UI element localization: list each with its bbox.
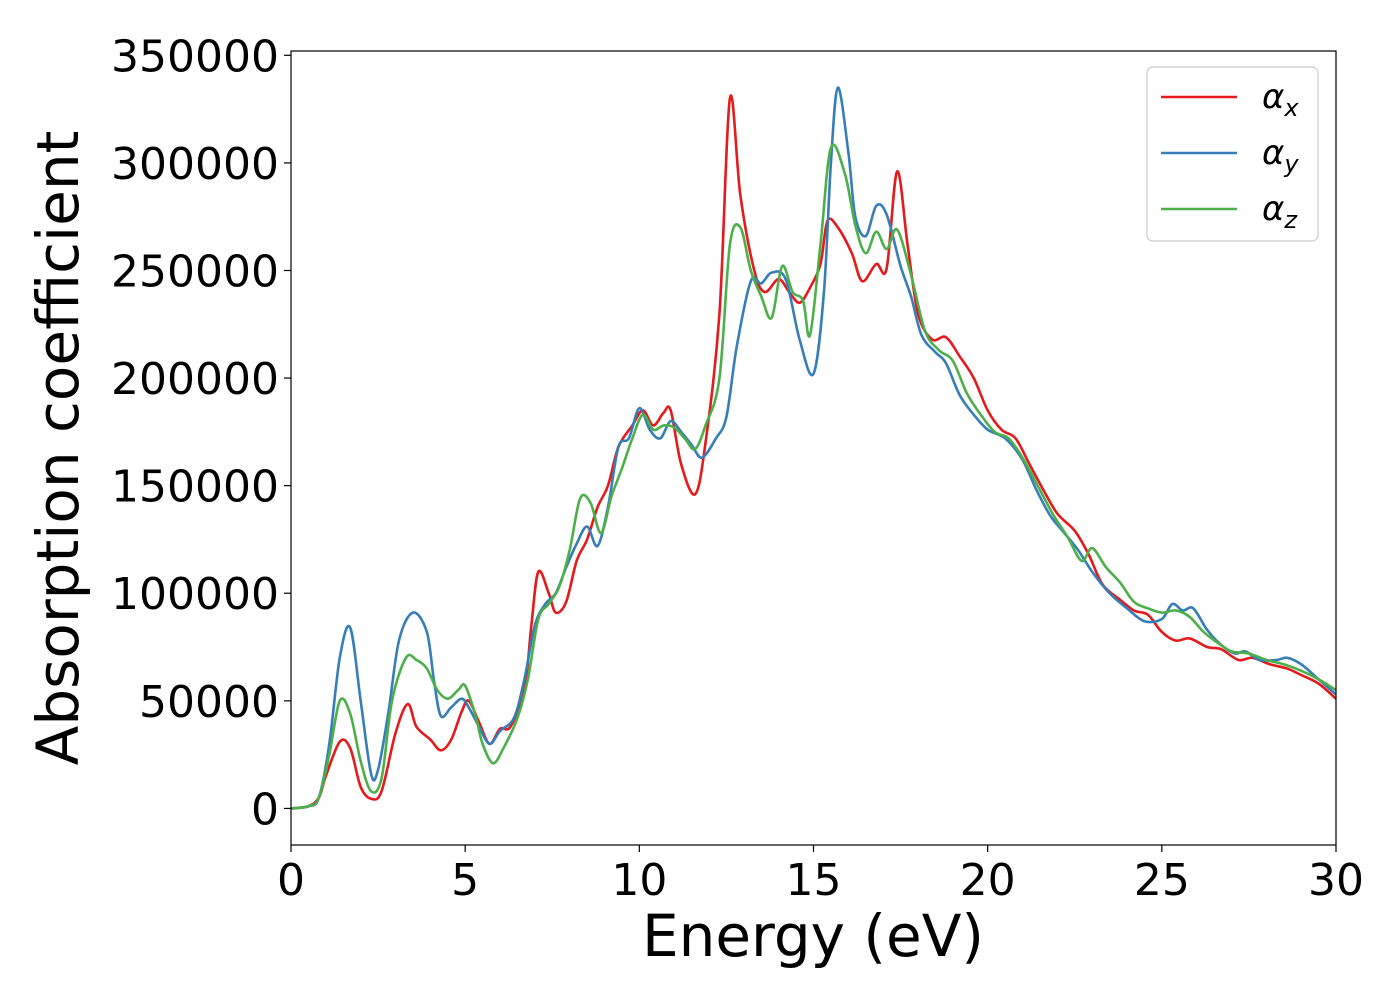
y-tick-label: 0 — [251, 784, 279, 835]
y-axis: 0 50000 100000 150000 200000 250000 300000 3500… — [111, 31, 291, 835]
y-tick-label: 200000 — [111, 354, 279, 405]
series-line-αz — [291, 143, 1336, 810]
legend-label-αz: αz — [1262, 189, 1298, 234]
x-tick-label: 30 — [1308, 855, 1364, 906]
x-tick-label: 0 — [277, 855, 305, 906]
y-tick-label: 150000 — [111, 462, 279, 513]
x-axis: 0 5 10 15 20 25 30 — [277, 845, 1364, 906]
y-tick-label: 300000 — [111, 139, 279, 190]
y-tick-label: 250000 — [111, 246, 279, 297]
x-tick-label: 10 — [611, 855, 667, 906]
x-tick-label: 5 — [451, 855, 479, 906]
y-axis-title: Absorption coefficient — [24, 131, 92, 766]
x-tick-label: 15 — [786, 855, 842, 906]
y-tick-label: 100000 — [111, 569, 279, 620]
x-axis-title: Energy (eV) — [642, 902, 984, 970]
x-tick-label: 20 — [960, 855, 1016, 906]
y-tick-label: 350000 — [111, 31, 279, 82]
legend: αx αy αz — [1146, 66, 1319, 242]
series-layer — [291, 86, 1336, 810]
legend-label-αx: αx — [1262, 77, 1299, 122]
legend-label-αy: αy — [1262, 133, 1299, 178]
series-line-αy — [291, 86, 1336, 810]
x-tick-label: 25 — [1134, 855, 1190, 906]
y-tick-label: 50000 — [139, 677, 279, 728]
